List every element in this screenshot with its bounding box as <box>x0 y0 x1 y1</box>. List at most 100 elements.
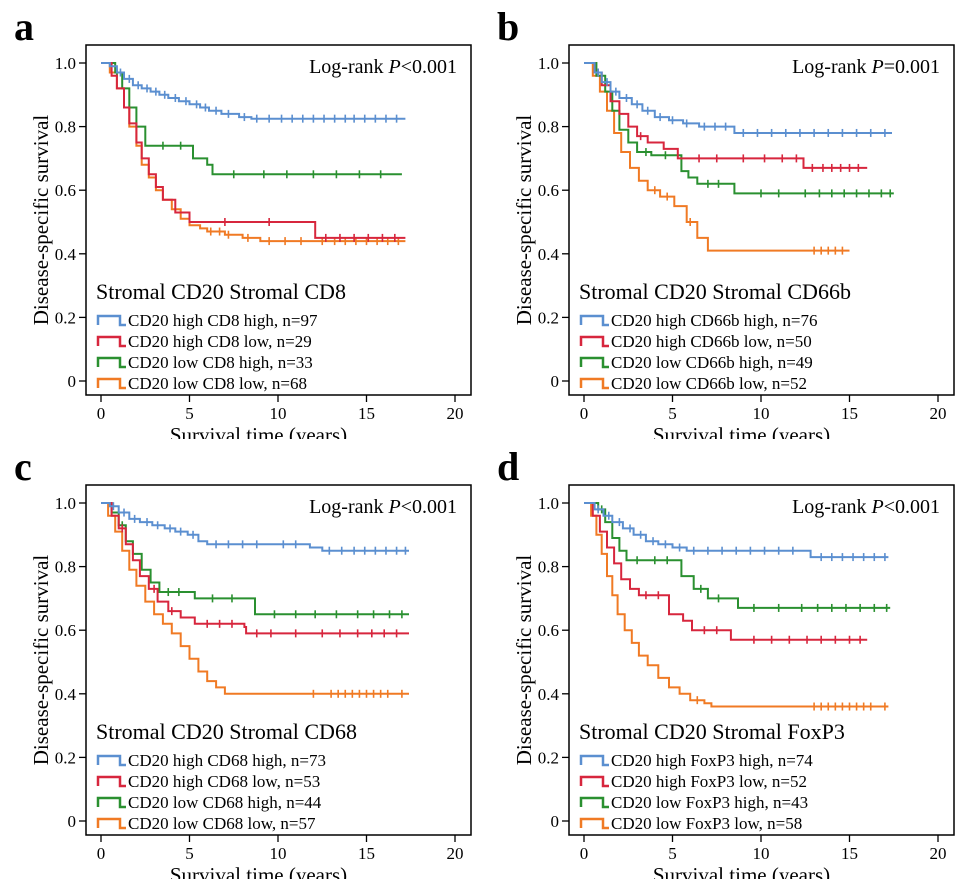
legend-swatch <box>579 377 609 390</box>
x-tick-label: 15 <box>358 844 375 863</box>
km-series-blue <box>584 502 889 562</box>
y-tick-label: 0.8 <box>538 118 559 137</box>
log-rank-annotation: Log-rank P<0.001 <box>309 56 457 78</box>
legend-swatch <box>579 796 609 809</box>
km-series-orange <box>101 502 409 698</box>
km-plot-b: b 0 5 10 15 20 0 0.2 0.4 0.6 0.8 1.0 Survival time (… <box>497 4 955 439</box>
km-curve <box>584 502 889 559</box>
km-curve <box>584 62 894 195</box>
km-series-red <box>101 62 406 242</box>
x-tick-label: 15 <box>358 404 375 423</box>
x-tick-label: 20 <box>447 404 464 423</box>
x-tick-label: 5 <box>668 404 677 423</box>
x-tick-label: 0 <box>580 404 589 423</box>
legend-entry: CD20 high FoxP3 high, n=74 <box>611 751 813 770</box>
legend-swatch <box>96 754 126 767</box>
legend-entry: CD20 high CD66b low, n=50 <box>611 332 812 351</box>
legend: Stromal CD20 Stromal CD68 CD20 high CD68 … <box>96 719 357 833</box>
km-curve <box>101 502 409 695</box>
x-axis-label: Survival time (years) <box>653 863 830 879</box>
km-series-orange <box>584 62 850 255</box>
y-axis-label: Disease-specific survival <box>29 115 53 326</box>
legend-title: Stromal CD20 Stromal CD8 <box>96 279 346 304</box>
x-tick-label: 15 <box>841 844 858 863</box>
panel-label: d <box>497 444 519 489</box>
legend-entry: CD20 low FoxP3 high, n=43 <box>611 793 808 812</box>
x-axis-label: Survival time (years) <box>653 423 830 439</box>
km-series-orange <box>584 502 889 711</box>
y-tick-label: 0.6 <box>55 621 76 640</box>
y-tick-label: 0.8 <box>55 558 76 577</box>
y-tick-label: 0 <box>68 812 77 831</box>
km-panel-c: c 0 5 10 15 20 0 0.2 0.4 0.6 0.8 1.0 Survival time (… <box>0 440 483 879</box>
y-tick-label: 0.8 <box>55 118 76 137</box>
legend-entry: CD20 low CD66b low, n=52 <box>611 374 807 393</box>
x-axis-label: Survival time (years) <box>170 863 347 879</box>
y-tick-label: 0.4 <box>55 685 77 704</box>
legend-swatch <box>96 377 126 390</box>
log-rank-annotation: Log-rank P<0.001 <box>309 496 457 518</box>
y-tick-label: 0.2 <box>538 748 559 767</box>
km-plot-d: d 0 5 10 15 20 0 0.2 0.4 0.6 0.8 1.0 Survival time (… <box>497 444 955 879</box>
legend-entry: CD20 high FoxP3 low, n=52 <box>611 772 807 791</box>
x-tick-label: 0 <box>97 844 106 863</box>
km-curve <box>584 502 891 609</box>
legend-swatch <box>96 775 126 788</box>
log-rank-annotation: Log-rank P=0.001 <box>792 56 940 78</box>
legend-title: Stromal CD20 Stromal CD68 <box>96 719 357 744</box>
km-series-blue <box>584 62 892 137</box>
legend-swatch <box>96 796 126 809</box>
legend: Stromal CD20 Stromal CD8 CD20 high CD8 hi… <box>96 279 346 393</box>
legend-swatch <box>96 356 126 369</box>
legend: Stromal CD20 Stromal CD66b CD20 high CD66… <box>579 279 851 393</box>
legend-entry: CD20 low CD68 low, n=57 <box>128 814 316 833</box>
panel-label: b <box>497 4 519 49</box>
x-tick-label: 20 <box>930 404 947 423</box>
km-plot-c: c 0 5 10 15 20 0 0.2 0.4 0.6 0.8 1.0 Survival time (… <box>14 444 472 879</box>
x-tick-label: 10 <box>753 844 770 863</box>
y-tick-label: 0.2 <box>55 308 76 327</box>
km-curve <box>584 62 850 252</box>
km-curve <box>101 502 409 635</box>
legend-entry: CD20 high CD68 high, n=73 <box>128 751 326 770</box>
km-curve <box>101 502 409 552</box>
km-curve <box>101 62 406 120</box>
log-rank-annotation: Log-rank P<0.001 <box>792 496 940 518</box>
y-tick-label: 0.6 <box>55 181 76 200</box>
y-tick-label: 0.2 <box>55 748 76 767</box>
legend-title: Stromal CD20 Stromal CD66b <box>579 279 851 304</box>
legend-swatch <box>96 335 126 348</box>
legend-entry: CD20 high CD68 low, n=53 <box>128 772 320 791</box>
x-tick-label: 5 <box>668 844 677 863</box>
y-tick-label: 0.6 <box>538 621 559 640</box>
km-series-green <box>584 62 894 198</box>
y-tick-label: 1.0 <box>538 494 559 513</box>
y-tick-label: 0.4 <box>55 245 77 264</box>
y-tick-label: 0.4 <box>538 245 560 264</box>
legend-entry: CD20 high CD8 low, n=29 <box>128 332 312 351</box>
km-series-red <box>584 62 868 172</box>
km-panel-d: d 0 5 10 15 20 0 0.2 0.4 0.6 0.8 1.0 Survival time (… <box>483 440 966 879</box>
legend: Stromal CD20 Stromal FoxP3 CD20 high FoxP… <box>579 719 845 833</box>
legend-entry: CD20 high CD8 high, n=97 <box>128 311 318 330</box>
x-tick-label: 10 <box>270 844 287 863</box>
panel-label: c <box>14 444 32 489</box>
y-tick-label: 1.0 <box>538 54 559 73</box>
legend-swatch <box>96 817 126 830</box>
x-axis-label: Survival time (years) <box>170 423 347 439</box>
km-series-blue <box>101 62 406 123</box>
km-curve <box>584 502 889 708</box>
y-tick-label: 0 <box>551 812 560 831</box>
legend-swatch <box>579 775 609 788</box>
legend-title: Stromal CD20 Stromal FoxP3 <box>579 719 845 744</box>
legend-entry: CD20 low CD66b high, n=49 <box>611 353 813 372</box>
y-tick-label: 0.2 <box>538 308 559 327</box>
y-tick-label: 0 <box>68 372 77 391</box>
x-tick-label: 10 <box>753 404 770 423</box>
legend-entry: CD20 low FoxP3 low, n=58 <box>611 814 802 833</box>
km-series-green <box>101 62 402 179</box>
legend-swatch <box>579 356 609 369</box>
y-axis-label: Disease-specific survival <box>512 115 536 326</box>
legend-entry: CD20 high CD66b high, n=76 <box>611 311 818 330</box>
legend-swatch <box>579 314 609 327</box>
